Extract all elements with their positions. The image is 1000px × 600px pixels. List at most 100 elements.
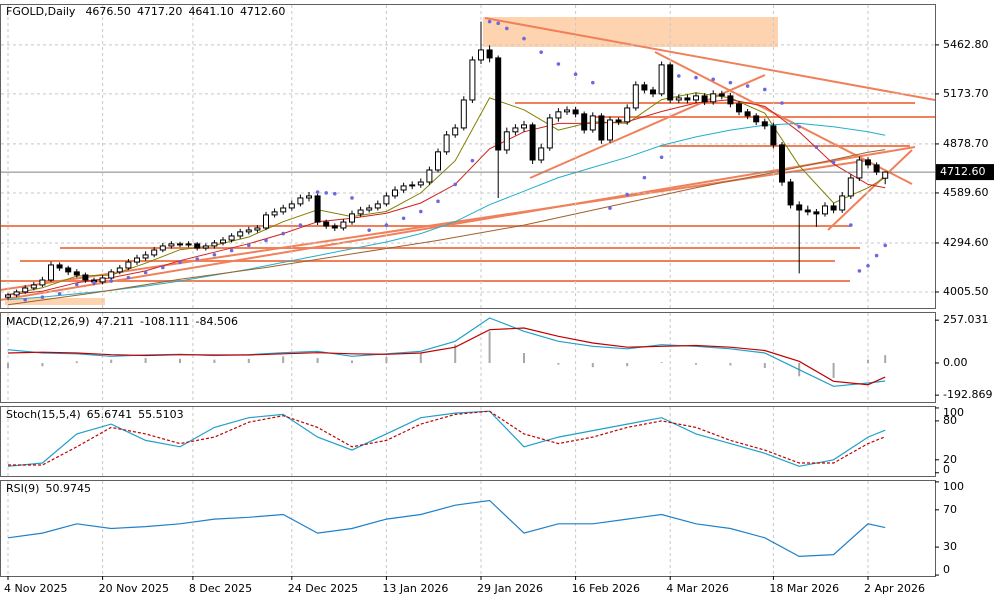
- candle-body: [211, 242, 218, 247]
- sar-dot: [333, 191, 337, 196]
- histogram-bar: [351, 360, 353, 363]
- candle-body: [56, 264, 63, 269]
- candle-body: [839, 195, 846, 211]
- histogram-bar: [832, 363, 835, 378]
- candle-body: [624, 107, 631, 123]
- candle-body: [108, 271, 115, 279]
- sar-dot: [324, 191, 329, 195]
- candle-body: [288, 203, 295, 209]
- candle-body: [770, 125, 777, 146]
- panel-frame: [0, 480, 936, 577]
- candle-body: [503, 131, 510, 151]
- candle-body: [185, 243, 192, 246]
- indicator-name: RSI(9): [6, 482, 39, 495]
- candle-body: [125, 261, 132, 269]
- readout: 47.211: [96, 315, 135, 328]
- candle-body: [366, 207, 373, 211]
- price-tag-label: 4712.60: [940, 165, 986, 178]
- stoch-header: Stoch(15,5,4) 65.6741 55.5103: [6, 408, 184, 421]
- candle-body: [822, 205, 828, 215]
- sar-dot: [298, 223, 303, 227]
- candle-body: [830, 205, 837, 211]
- candle-body: [736, 103, 742, 113]
- sar-dot: [797, 124, 801, 129]
- x-tick-label: 8 Dec 2025: [189, 582, 252, 595]
- sar-dot: [711, 77, 715, 82]
- plot-layer: 4005.50 4294.60 4589.60 4878.70 5173.70 5462.…: [0, 4, 994, 595]
- candle-body: [761, 121, 768, 127]
- readout: 65.6741: [87, 408, 133, 421]
- rsi-header: RSI(9) 50.9745: [6, 482, 91, 495]
- moving-average: [7, 92, 886, 296]
- candle-body: [323, 221, 330, 227]
- indicator-name: Stoch(15,5,4): [6, 408, 81, 421]
- sar-dot: [453, 182, 458, 187]
- candle-body: [202, 245, 209, 249]
- sar-dot: [505, 26, 509, 31]
- histogram-bar: [41, 363, 44, 367]
- moving-average: [7, 122, 886, 301]
- sar-dot: [642, 175, 647, 180]
- candle-body: [13, 291, 20, 296]
- sar-dot: [883, 243, 887, 248]
- candle-body: [521, 124, 527, 129]
- sar-dot: [728, 80, 733, 85]
- sar-dot: [849, 223, 853, 227]
- candle-body: [684, 97, 691, 101]
- sar-dot: [23, 297, 28, 302]
- histogram-bar: [884, 355, 887, 363]
- y-tick-label: 0: [943, 463, 950, 476]
- moving-average: [7, 149, 886, 306]
- y-tick-label: 80: [943, 414, 957, 427]
- sar-dot: [539, 50, 543, 54]
- readout: 50.9745: [45, 482, 91, 495]
- sar-dot: [212, 252, 217, 257]
- candle-body: [383, 195, 390, 205]
- y-tick-label: 4005.50: [943, 285, 989, 298]
- sar-dot: [866, 263, 870, 268]
- sar-dot: [625, 192, 629, 197]
- price-tag: 4712.60: [936, 164, 994, 181]
- candle-body: [99, 277, 106, 283]
- candle-body: [478, 49, 484, 61]
- y-tick-label: -192.869: [943, 388, 992, 401]
- candle-body: [512, 127, 519, 133]
- indicator-name: MACD(12,26,9): [6, 315, 90, 328]
- candle-body: [787, 181, 794, 206]
- y-tick-label: 30: [943, 540, 957, 553]
- y-tick-label: 5462.80: [943, 38, 989, 51]
- histogram-bar: [454, 344, 457, 363]
- candle-body: [564, 109, 570, 113]
- candle-body: [30, 284, 37, 289]
- candle-body: [495, 57, 502, 151]
- candle-body: [65, 267, 72, 273]
- y-tick-label: 5173.70: [943, 87, 989, 100]
- candle-body: [865, 159, 871, 166]
- histogram-bar: [557, 363, 560, 365]
- histogram-bar: [626, 363, 629, 367]
- candle-body: [374, 203, 381, 209]
- candle-body: [237, 231, 244, 237]
- candle-body: [245, 229, 252, 233]
- candle-body: [572, 109, 579, 115]
- histogram-bar: [213, 359, 216, 363]
- candle-body: [297, 197, 304, 205]
- candle-body: [349, 213, 355, 223]
- zone: [5, 298, 105, 305]
- candle-body: [529, 124, 536, 161]
- sar-dot: [874, 253, 879, 258]
- high-readout: 4717.20: [137, 5, 183, 18]
- sar-dot: [401, 216, 406, 221]
- histogram-bar: [591, 363, 594, 368]
- x-tick-label: 13 Jan 2026: [382, 582, 448, 595]
- y-tick-label: 100: [943, 406, 964, 419]
- candle-body: [39, 279, 46, 286]
- candle-body: [546, 117, 553, 149]
- candle-body: [667, 64, 674, 101]
- candle-body: [469, 59, 476, 101]
- histogram-bar: [763, 363, 766, 368]
- y-tick-label: 20: [943, 453, 957, 466]
- candle-body: [151, 249, 158, 256]
- candle-body: [159, 245, 166, 251]
- candle-body: [228, 235, 235, 241]
